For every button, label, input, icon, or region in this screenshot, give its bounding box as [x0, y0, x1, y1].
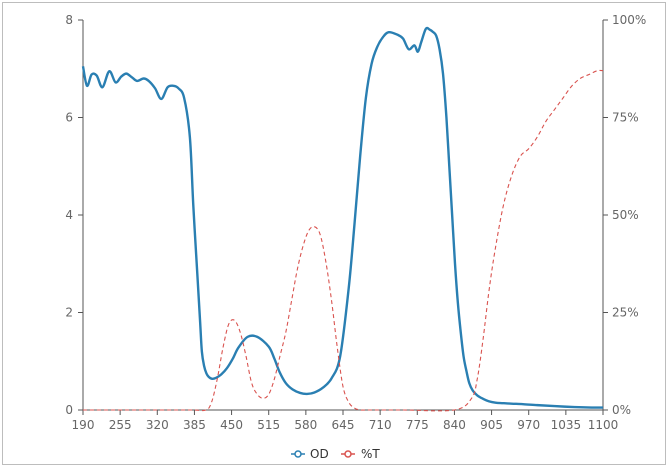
x-tick-label: 710 [369, 418, 392, 432]
x-tick-label: 580 [294, 418, 317, 432]
y-left-tick-label: 2 [65, 306, 73, 320]
y-right-tick-label: 100% [612, 13, 646, 27]
x-tick-label: 645 [332, 418, 355, 432]
y-left-tick-label: 0 [65, 403, 73, 417]
legend-marker-od [294, 450, 302, 458]
legend-item-t[interactable]: %T [341, 447, 380, 461]
legend-label-t: %T [361, 447, 380, 461]
x-tick-label: 840 [443, 418, 466, 432]
y-right-tick-label: 0% [612, 403, 631, 417]
x-tick-label: 320 [146, 418, 169, 432]
series-line-od [81, 26, 604, 409]
legend[interactable]: OD %T [291, 447, 380, 461]
legend-label-od: OD [310, 447, 329, 461]
y-left-tick-label: 8 [65, 13, 73, 27]
y-left-tick-label: 4 [65, 208, 73, 222]
x-tick-label: 190 [72, 418, 95, 432]
series-layer [81, 26, 604, 412]
axes: 190 255 320 385 450 515 580 645 710 775 840 905 970 1… [65, 13, 646, 432]
x-tick-label: 970 [517, 418, 540, 432]
x-tick-label: 385 [183, 418, 206, 432]
series-line-t [83, 69, 604, 412]
legend-marker-t [344, 450, 352, 458]
x-tick-label: 450 [220, 418, 243, 432]
x-tick-label: 1035 [551, 418, 582, 432]
x-tick-label: 775 [406, 418, 429, 432]
y-right-tick-label: 25% [612, 306, 639, 320]
y-right-tick-label: 75% [612, 111, 639, 125]
x-tick-label: 1100 [588, 418, 619, 432]
x-tick-label: 515 [257, 418, 280, 432]
legend-item-od[interactable]: OD [291, 447, 329, 461]
x-tick-label: 255 [109, 418, 132, 432]
x-tick-label: 905 [480, 418, 503, 432]
y-left-tick-label: 6 [65, 111, 73, 125]
y-right-tick-label: 50% [612, 208, 639, 222]
